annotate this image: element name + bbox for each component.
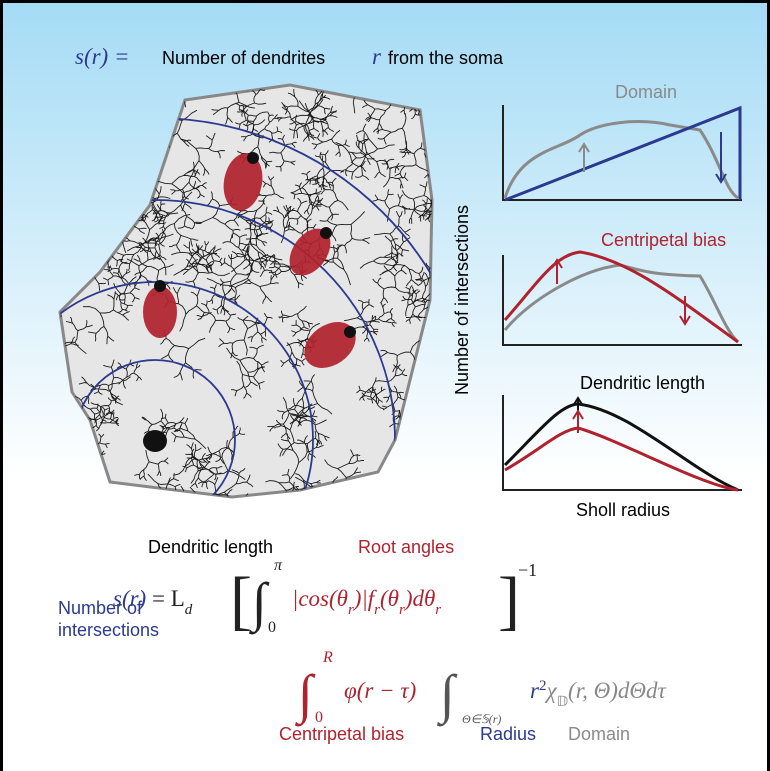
cell-body — [223, 153, 263, 211]
title-text: from the soma — [388, 48, 504, 68]
title-text: Number of dendrites — [162, 48, 325, 68]
arrow — [551, 258, 563, 284]
panel-label: Dendritic length — [580, 373, 705, 393]
eq-part: s(r) — [113, 586, 146, 611]
cell-body — [143, 286, 177, 338]
eq-label: Root angles — [358, 537, 454, 557]
eq-label: Domain — [568, 724, 630, 744]
soma-dot — [154, 280, 166, 292]
x-axis-label: Sholl radius — [576, 500, 670, 520]
eq-part: R — [322, 649, 333, 666]
y-axis-label: Number of intersections — [452, 205, 472, 395]
eq-part: r2χ𝔻(r, Θ)dΘdτ — [530, 678, 666, 710]
soma-dot — [344, 326, 356, 338]
panel-axes — [502, 255, 742, 346]
eq-part: ∫ — [295, 664, 316, 727]
panel-label: Domain — [615, 82, 677, 102]
eq-part: |cos(θ — [292, 586, 348, 611]
eq-part: s(r) = Ld — [113, 586, 193, 618]
eq-part: ∫ — [437, 664, 458, 727]
eq-label: Number of — [58, 598, 143, 618]
somas — [143, 152, 356, 452]
length-curve — [503, 402, 739, 492]
arrow — [715, 132, 727, 184]
eq-part: r — [435, 602, 441, 618]
eq-part: = L — [152, 586, 185, 611]
eq-part: 𝔻 — [557, 695, 568, 710]
panel-axes — [502, 395, 742, 491]
soma — [143, 430, 167, 452]
eq-part: 0 — [268, 619, 276, 636]
panel-label: Centripetal bias — [601, 230, 726, 250]
bias-curve — [503, 250, 739, 344]
equation-2: ∫ R 0 φ(r − τ) ∫ Θ∈𝕊(r) r2χ𝔻(r, Θ)dΘdτ — [295, 649, 666, 727]
eq-part: r — [399, 602, 405, 618]
eq-part: ] — [498, 564, 520, 637]
soma-dot — [247, 152, 259, 164]
panel-axes — [502, 105, 742, 201]
title-math: s(r) = — [75, 44, 130, 69]
equation-1: s(r) = Ld [ ∫ π 0 |cos(θr)|fr(θr)dθr ] −… — [113, 557, 537, 637]
eq-part: ∫ — [249, 572, 270, 635]
eq-part: χ — [544, 678, 557, 703]
eq-part: )|f — [352, 586, 378, 611]
eq-label: Dendritic length — [148, 537, 273, 557]
eq-part: r — [348, 602, 354, 618]
eq-part: )dθ — [403, 586, 435, 611]
domain-curve — [503, 263, 740, 344]
eq-label: Radius — [480, 724, 536, 744]
eq-label: intersections — [58, 620, 159, 640]
arrow — [679, 296, 691, 326]
cell-body — [289, 228, 331, 276]
panels — [502, 105, 742, 492]
eq-part: π — [274, 557, 283, 574]
arrow — [578, 142, 590, 172]
eq-part: −1 — [518, 560, 537, 580]
eq-part: [ — [230, 564, 252, 637]
eq-label: Centripetal bias — [279, 724, 404, 744]
arrow — [572, 409, 584, 433]
sholl-circle — [60, 199, 396, 497]
eq-part: 2 — [539, 678, 547, 694]
sholl-circle — [60, 281, 314, 497]
eq-part: Θ∈𝕊(r) — [462, 712, 501, 726]
eq-part: φ(r − τ) — [344, 678, 416, 703]
eq-part: (r, Θ)dΘdτ — [568, 678, 666, 703]
eq-part: r — [530, 678, 540, 703]
eq-part: d — [185, 602, 193, 618]
title-math: r — [372, 44, 382, 69]
eq-part: 0 — [315, 709, 323, 726]
eq-part: r — [374, 602, 380, 618]
bias-curve — [504, 426, 739, 492]
cell-body — [304, 322, 356, 368]
eq-part: (θ — [380, 586, 399, 611]
soma-dot — [320, 227, 332, 239]
cells — [143, 153, 356, 368]
eq-part: |cos(θr)|fr(θr)dθr — [292, 586, 441, 618]
